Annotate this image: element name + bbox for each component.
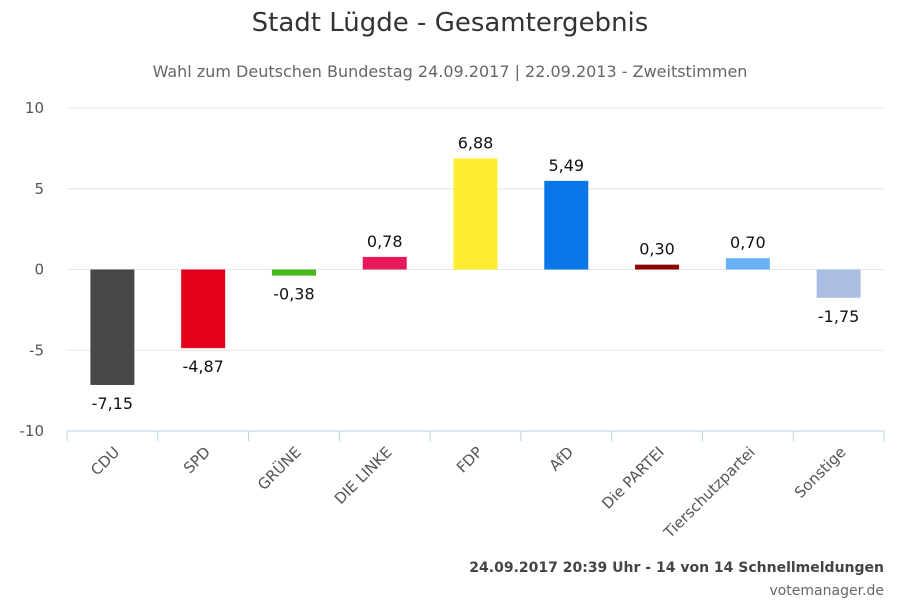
bar-cdu[interactable] — [90, 269, 135, 385]
x-tick-label: AfD — [546, 443, 578, 475]
y-tick-label: 0 — [34, 261, 44, 279]
data-label: -7,15 — [92, 394, 133, 413]
chart-title: Stadt Lügde - Gesamtergebnis — [251, 8, 649, 38]
x-tick-label: Die PARTEI — [598, 443, 668, 513]
x-axis: CDU SPD GRÜNE DIE LINKE FDP AfD Die PARTEITier… — [66, 430, 885, 542]
data-label: -0,38 — [273, 285, 314, 304]
bars — [90, 158, 861, 385]
bar-chart: -10 -5 0 5 10 -7,15 -4,87 -0,38 0,78 6,88 5,49 0,3… — [20, 99, 885, 542]
bar-die-linke[interactable] — [362, 256, 407, 270]
x-tick-label: CDU — [87, 443, 123, 479]
bar-spd[interactable] — [181, 269, 226, 349]
data-label: 0,78 — [367, 232, 403, 251]
x-tick-label: GRÜNE — [253, 442, 304, 493]
bar-tierschutzpartei[interactable] — [725, 258, 770, 270]
data-label: 0,30 — [639, 240, 675, 259]
bar-afd[interactable] — [544, 180, 589, 270]
y-tick-label: 5 — [34, 180, 44, 198]
y-tick-label: 10 — [25, 99, 44, 117]
data-label: -1,75 — [818, 307, 859, 326]
chart-subtitle: Wahl zum Deutschen Bundestag 24.09.2017 … — [152, 62, 748, 81]
data-label: 6,88 — [458, 133, 494, 152]
bar-sonstige[interactable] — [816, 269, 861, 298]
data-label: 0,70 — [730, 233, 766, 252]
data-label: 5,49 — [548, 156, 584, 175]
bar-die-partei[interactable] — [635, 264, 680, 270]
x-tick-label: Tierschutzpartei — [659, 443, 758, 542]
footer-timestamp: 24.09.2017 20:39 Uhr - 14 von 14 Schnell… — [469, 560, 884, 576]
x-tick-label: DIE LINKE — [331, 443, 396, 508]
y-tick-label: -5 — [29, 341, 44, 359]
footer-credit[interactable]: votemanager.de — [769, 583, 884, 599]
x-tick-label: FDP — [453, 443, 486, 476]
y-axis-ticks: -10 -5 0 5 10 — [20, 99, 45, 440]
y-tick-label: -10 — [20, 422, 45, 440]
x-tick-label: SPD — [180, 443, 214, 477]
data-labels: -7,15 -4,87 -0,38 0,78 6,88 5,49 0,30 0,70 -1,75 — [92, 133, 860, 413]
data-label: -4,87 — [182, 357, 223, 376]
bar-fdp[interactable] — [453, 158, 498, 270]
bar-grüne[interactable] — [271, 269, 316, 276]
x-tick-label: Sonstige — [791, 443, 850, 502]
